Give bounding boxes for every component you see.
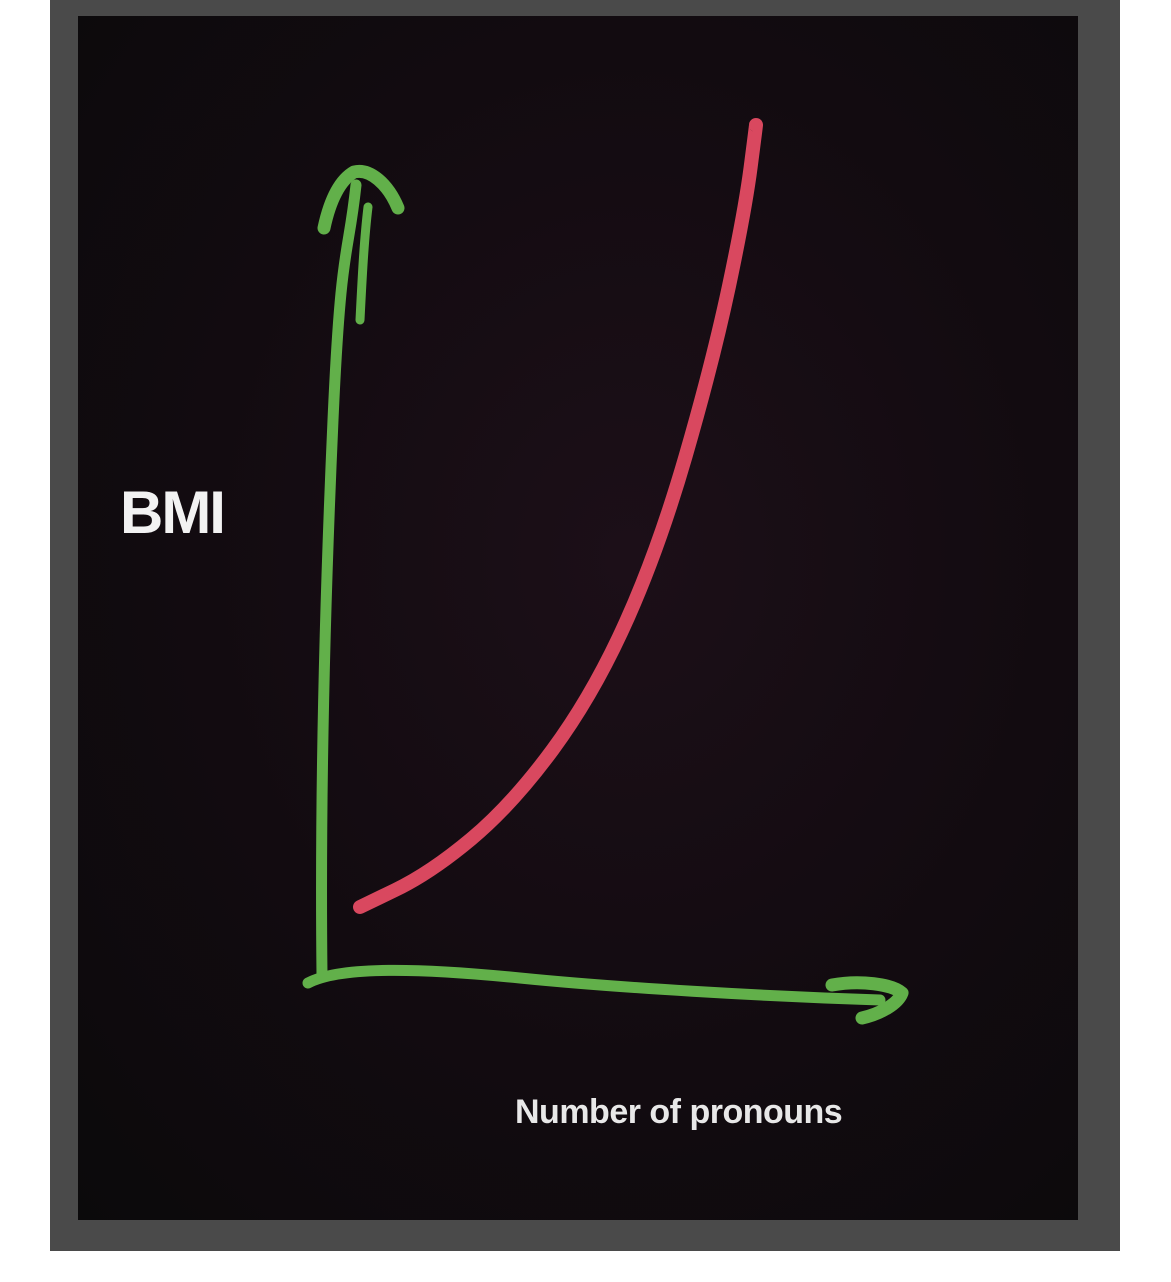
series-curve [353,118,764,914]
chalkboard-background [78,16,1078,1220]
y-axis-arrowhead [317,164,405,235]
x-axis-label: Number of pronouns [515,1093,843,1131]
y-axis-label: BMI [120,479,226,546]
chart-frame [50,0,1120,1251]
y-axis-line [316,179,362,981]
y-axis-arrow-stem [355,202,373,325]
x-axis-arrowhead [825,976,909,1025]
x-axis-line [302,964,886,1006]
